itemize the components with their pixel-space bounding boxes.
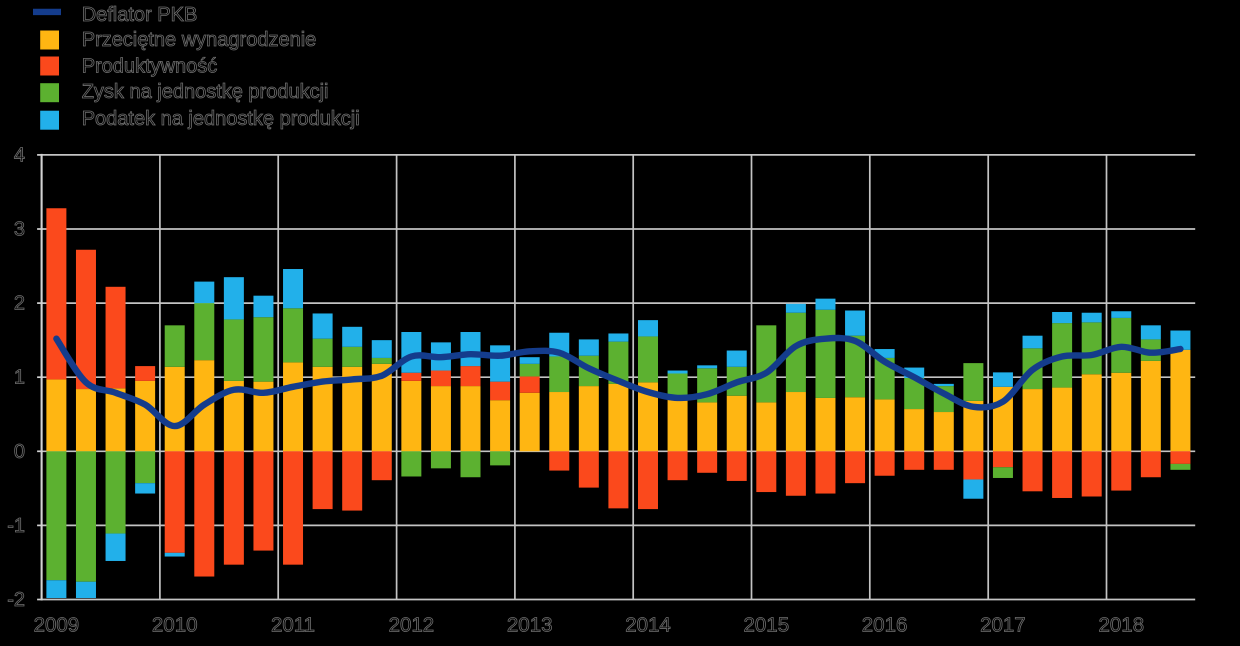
svg-text:0: 0	[14, 441, 25, 463]
svg-text:2011: 2011	[271, 614, 315, 637]
svg-text:2013: 2013	[507, 614, 553, 637]
svg-text:Produktywność: Produktywność	[82, 56, 218, 78]
svg-text:1: 1	[14, 367, 25, 389]
svg-text:2018: 2018	[1098, 614, 1144, 637]
svg-text:-1: -1	[7, 515, 25, 537]
svg-text:4: 4	[14, 144, 25, 166]
svg-text:Zysk na jednostkę produkcji: Zysk na jednostkę produkcji	[82, 81, 329, 103]
svg-text:2010: 2010	[152, 614, 198, 637]
svg-text:Deflator PKB: Deflator PKB	[82, 4, 198, 26]
svg-text:-2: -2	[7, 589, 25, 611]
svg-text:Przeciętne wynagrodzenie: Przeciętne wynagrodzenie	[82, 29, 317, 51]
svg-text:2012: 2012	[389, 614, 435, 637]
svg-text:2015: 2015	[743, 614, 789, 637]
svg-text:2016: 2016	[862, 614, 908, 637]
svg-text:2017: 2017	[980, 614, 1026, 637]
svg-text:2014: 2014	[625, 614, 671, 637]
svg-text:3: 3	[14, 219, 25, 241]
svg-text:Podatek na jednostkę produkcji: Podatek na jednostkę produkcji	[82, 108, 360, 130]
svg-text:2009: 2009	[34, 614, 80, 637]
svg-text:2: 2	[14, 293, 25, 315]
